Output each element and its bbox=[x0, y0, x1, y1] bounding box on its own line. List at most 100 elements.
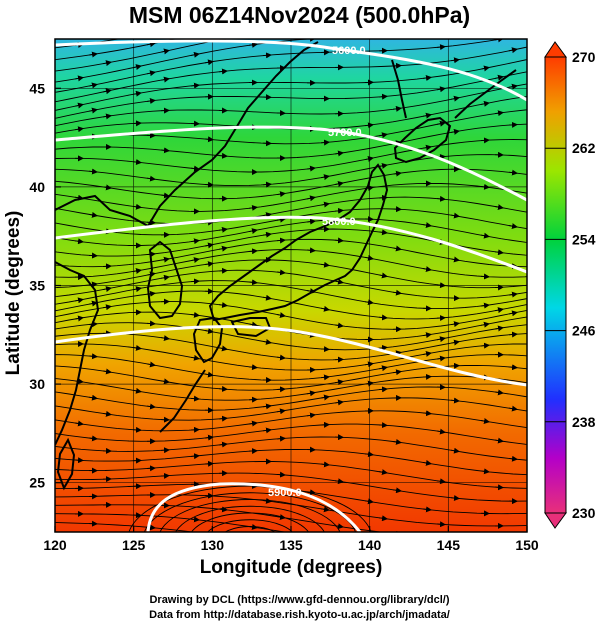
streamline bbox=[55, 504, 385, 532]
wind-arrow bbox=[450, 447, 460, 454]
wind-arrow bbox=[378, 93, 388, 100]
streamline bbox=[55, 249, 527, 278]
wind-arrow bbox=[191, 24, 199, 26]
streamline bbox=[55, 39, 226, 72]
wind-arrow bbox=[204, 371, 214, 378]
y-tick-label: 45 bbox=[29, 80, 45, 96]
wind-arrow bbox=[364, 380, 374, 387]
streamline bbox=[55, 461, 527, 489]
x-tick-label: 120 bbox=[43, 537, 67, 553]
streamline-loop bbox=[159, 499, 341, 532]
wind-arrow bbox=[205, 31, 213, 33]
wind-arrow bbox=[494, 74, 504, 81]
wind-arrow bbox=[320, 394, 330, 401]
wind-arrow bbox=[218, 68, 228, 75]
wind-arrow bbox=[494, 307, 504, 314]
wind-arrow bbox=[450, 128, 460, 135]
wind-arrow bbox=[88, 168, 98, 175]
wind-arrow bbox=[132, 286, 142, 293]
wind-arrow bbox=[450, 57, 460, 64]
wind-arrow bbox=[422, 75, 432, 81]
wind-arrow bbox=[262, 497, 272, 504]
wind-arrow bbox=[262, 212, 272, 219]
wind-arrow bbox=[481, 26, 489, 27]
wind-arrow bbox=[320, 346, 330, 353]
wind-arrow bbox=[262, 52, 272, 59]
wind-arrow bbox=[422, 410, 432, 417]
wind-arrow bbox=[160, 447, 170, 454]
height-contours bbox=[55, 39, 527, 532]
wind-arrow bbox=[248, 448, 258, 455]
wind-arrow bbox=[306, 195, 316, 202]
wind-arrow bbox=[378, 272, 388, 279]
wind-arrow bbox=[378, 386, 388, 393]
wind-arrow bbox=[480, 232, 490, 239]
wind-arrow bbox=[190, 278, 200, 285]
wind-arrow bbox=[379, 4, 387, 5]
wind-arrow bbox=[207, 531, 214, 532]
wind-arrow bbox=[204, 328, 214, 334]
x-tick-label: 145 bbox=[437, 537, 461, 553]
sakhalin-coastline bbox=[391, 59, 407, 119]
wind-arrow bbox=[249, 11, 257, 13]
wind-arrow bbox=[334, 150, 344, 157]
hokkaido-coastline bbox=[393, 116, 452, 164]
wind-arrow bbox=[494, 437, 504, 444]
streamline bbox=[55, 196, 527, 225]
wind-arrow bbox=[132, 90, 142, 97]
wind-arrow bbox=[190, 516, 200, 523]
wind-arrow bbox=[190, 238, 200, 245]
wind-arrow bbox=[494, 484, 504, 491]
wind-arrow bbox=[276, 471, 286, 478]
wind-arrow bbox=[321, 551, 329, 552]
wind-arrow bbox=[160, 48, 170, 55]
wind-arrow bbox=[190, 311, 200, 318]
wind-arrow bbox=[102, 410, 112, 417]
wind-arrow bbox=[335, 22, 343, 23]
wind-arrow bbox=[132, 268, 142, 274]
wind-arrow bbox=[74, 75, 84, 82]
wind-arrow bbox=[392, 289, 402, 296]
wind-arrow bbox=[320, 174, 330, 181]
y-tick-label: 40 bbox=[29, 179, 45, 195]
kyushu-coastline bbox=[192, 316, 224, 364]
wind-arrow bbox=[263, 543, 271, 544]
wind-arrow bbox=[306, 390, 316, 397]
korea-coastline bbox=[146, 240, 184, 320]
colorbar: 270 262 254 246 238 230 bbox=[544, 41, 596, 529]
wind-arrow bbox=[146, 175, 156, 182]
wind-arrow bbox=[436, 478, 446, 485]
wind-arrow bbox=[161, 541, 169, 542]
wind-arrow bbox=[364, 361, 374, 368]
wind-arrow bbox=[480, 321, 490, 328]
streamline-loop bbox=[175, 505, 325, 532]
wind-arrow bbox=[204, 242, 214, 249]
wind-arrow bbox=[248, 248, 258, 255]
wind-arrow bbox=[395, 530, 402, 532]
wind-arrow bbox=[378, 132, 388, 139]
wind-arrow bbox=[262, 427, 272, 434]
x-tick-label: 140 bbox=[358, 537, 382, 553]
streamline bbox=[55, 71, 527, 119]
wind-arrow bbox=[190, 82, 200, 89]
wind-arrow bbox=[436, 86, 446, 93]
wind-arrow bbox=[508, 364, 518, 371]
wind-arrow bbox=[190, 51, 200, 58]
wind-arrow bbox=[320, 305, 330, 312]
wind-arrow bbox=[88, 394, 98, 401]
wind-arrow bbox=[334, 207, 344, 214]
wind-arrow bbox=[276, 435, 286, 442]
wind-arrow bbox=[450, 397, 460, 404]
x-axis-label: Longitude (degrees) bbox=[199, 557, 383, 578]
wind-arrow bbox=[480, 183, 490, 190]
wind-arrow bbox=[320, 506, 330, 513]
wind-arrow bbox=[378, 365, 388, 372]
colorbar-bottom-triangle bbox=[544, 512, 567, 529]
wind-arrow bbox=[218, 415, 228, 422]
wind-arrow bbox=[74, 126, 84, 133]
asia-mainland-coastline bbox=[55, 41, 319, 228]
streamline bbox=[55, 343, 527, 371]
wind-arrow bbox=[450, 321, 460, 328]
wind-arrow bbox=[334, 180, 344, 187]
